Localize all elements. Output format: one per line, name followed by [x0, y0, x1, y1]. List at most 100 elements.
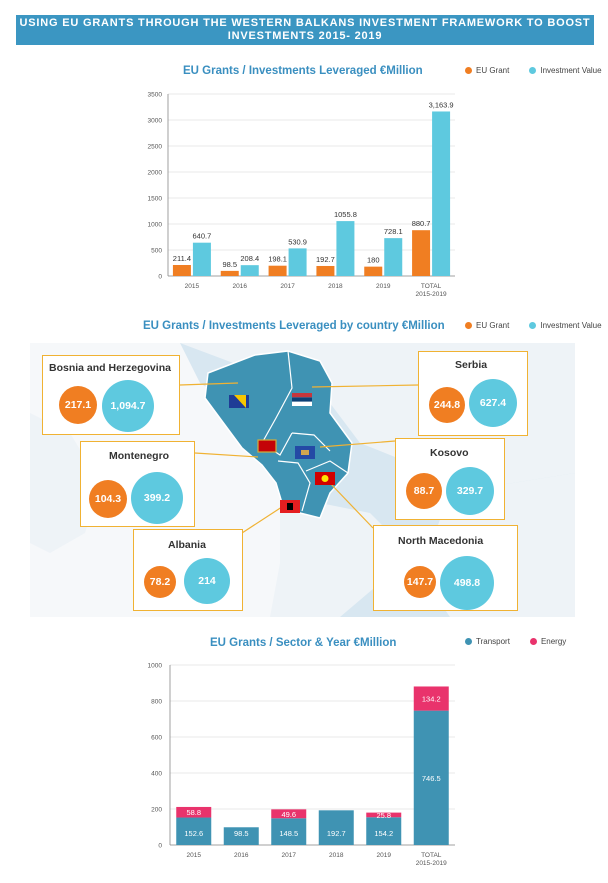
greece-land — [270, 503, 400, 617]
transport-value-label: 154.2 — [374, 829, 393, 838]
investment-value-label: 728.1 — [384, 227, 403, 236]
transport-value-label: 148.5 — [279, 829, 298, 838]
page-banner: USING EU GRANTS THROUGH THE WESTERN BALK… — [16, 15, 594, 45]
x-tick-label: 2019 — [377, 852, 392, 859]
x-tick-label: 2016 — [233, 283, 248, 290]
eu-grant-value-label: 211.4 — [173, 254, 191, 263]
energy-bar — [176, 806, 212, 818]
flag-north-macedonia-sun — [321, 475, 329, 482]
legend-label-energy: Energy — [540, 637, 567, 646]
eu-grant-circle: 147.7 — [404, 566, 436, 598]
x-tick-label: 2015 — [185, 283, 200, 290]
eu-grant-bar — [316, 265, 335, 276]
eu-grant-circle: 78.2 — [144, 566, 176, 598]
investment-bar — [336, 221, 355, 276]
eu-grant-bar — [364, 266, 383, 276]
eu-grant-value-label: 198.1 — [268, 255, 287, 264]
eu-grant-bar — [220, 270, 239, 276]
investment-value-label: 640.7 — [193, 232, 212, 241]
eu-grant-circle: 88.7 — [406, 473, 442, 509]
country-box-kosovo: Kosovo 88.7 329.7 — [395, 438, 505, 520]
eu-grant-circle: 217.1 — [59, 386, 97, 424]
eu-grant-bar — [172, 265, 191, 276]
investment-circle: 1,094.7 — [102, 380, 154, 432]
country-box-serbia: Serbia 244.8 627.4 — [418, 351, 528, 436]
legend-dot-investment — [529, 67, 537, 74]
x-tick-label: 2015 — [187, 852, 202, 859]
chart1-title: EU Grants / Investments Leveraged €Milli… — [183, 65, 423, 77]
investment-value-label: 208.4 — [240, 254, 259, 263]
eu-grant-bar — [412, 230, 431, 276]
legend-dot-energy — [529, 638, 537, 645]
x-tick-label: 2016 — [234, 852, 249, 859]
x-tick-label: TOTAL 2015-2019 — [416, 852, 447, 867]
y-tick-label: 3500 — [148, 92, 163, 99]
eu-grant-value-label: 180 — [367, 256, 380, 265]
eu-grant-value-label: 880.7 — [412, 219, 431, 228]
flag-serbia-blue — [292, 397, 312, 402]
legend-dot-investment — [529, 322, 537, 329]
country-box-north-macedonia: North Macedonia 147.7 498.8 — [373, 525, 518, 611]
y-tick-label: 1000 — [148, 222, 163, 229]
energy-bar — [271, 809, 307, 819]
leader-serbia — [311, 384, 419, 388]
border-serbia-kosovo — [291, 432, 331, 452]
investment-bar — [192, 242, 211, 276]
y-tick-label: 2500 — [148, 144, 163, 151]
transport-value-label: 192.7 — [327, 829, 346, 838]
transport-bar — [176, 817, 212, 845]
investment-circle: 627.4 — [469, 379, 517, 427]
country-name: Albania — [168, 539, 206, 551]
x-tick-label-line: TOTAL — [421, 852, 442, 859]
country-name: Kosovo — [430, 447, 469, 459]
flag-serbia-red — [292, 393, 312, 398]
transport-value-label: 152.6 — [184, 829, 203, 838]
transport-bar — [271, 818, 307, 845]
country-name: Montenegro — [109, 450, 170, 462]
flag-kosovo-map — [301, 450, 309, 455]
legend-dot-transport — [465, 638, 472, 645]
balkans-map: Bosnia and Herzegovina 217.1 1,094.7 Ser… — [30, 343, 575, 617]
eu-grant-circle: 104.3 — [89, 480, 127, 518]
x-tick-label-line: 2015-2019 — [416, 291, 447, 298]
y-tick-label: 3000 — [148, 118, 163, 125]
eu-grant-value-label: 192.7 — [316, 255, 335, 264]
investment-circle: 498.8 — [440, 556, 494, 610]
y-tick-label: 800 — [151, 699, 162, 706]
leader-montenegro — [194, 452, 259, 458]
y-tick-label: 0 — [158, 843, 162, 850]
x-tick-label: 2017 — [282, 852, 297, 859]
investment-bar — [240, 265, 259, 276]
x-tick-label-line: TOTAL — [421, 283, 442, 290]
x-tick-label: 2017 — [280, 283, 295, 290]
x-tick-label: 2018 — [328, 283, 343, 290]
border-north-macedonia — [305, 460, 349, 474]
country-box-montenegro: Montenegro 104.3 399.2 — [80, 441, 195, 527]
legend-dot-eu-grant — [465, 322, 472, 329]
chart1-legend: EU Grant Investment Value — [465, 66, 602, 75]
border-albania — [277, 460, 311, 512]
transport-bar — [366, 817, 402, 845]
country-name: Bosnia and Herzegovina — [49, 362, 171, 374]
energy-value-label: 58.8 — [186, 808, 201, 817]
y-tick-label: 600 — [151, 735, 162, 742]
chart2-legend: EU Grant Investment Value — [465, 321, 602, 330]
x-tick-label: 2019 — [376, 283, 391, 290]
energy-bar — [413, 686, 449, 711]
legend-dot-eu-grant — [465, 67, 472, 74]
investment-circle: 399.2 — [131, 472, 183, 524]
energy-value-label: 134.2 — [422, 695, 441, 704]
leader-bih — [179, 382, 239, 386]
flag-bih-triangle — [234, 395, 246, 408]
y-tick-label: 200 — [151, 807, 162, 814]
legend-label-investment: Investment Value — [540, 321, 602, 330]
y-tick-label: 1000 — [148, 663, 163, 670]
transport-value-label: 746.5 — [422, 774, 441, 783]
eu-grant-bar — [268, 265, 287, 276]
transport-value-label: 98.5 — [234, 829, 249, 838]
transport-bar — [413, 710, 449, 845]
legend-label-transport: Transport — [476, 637, 510, 646]
legend-label-eu-grant: EU Grant — [476, 66, 510, 75]
chart3-title: EU Grants / Sector & Year €Million — [210, 637, 397, 649]
